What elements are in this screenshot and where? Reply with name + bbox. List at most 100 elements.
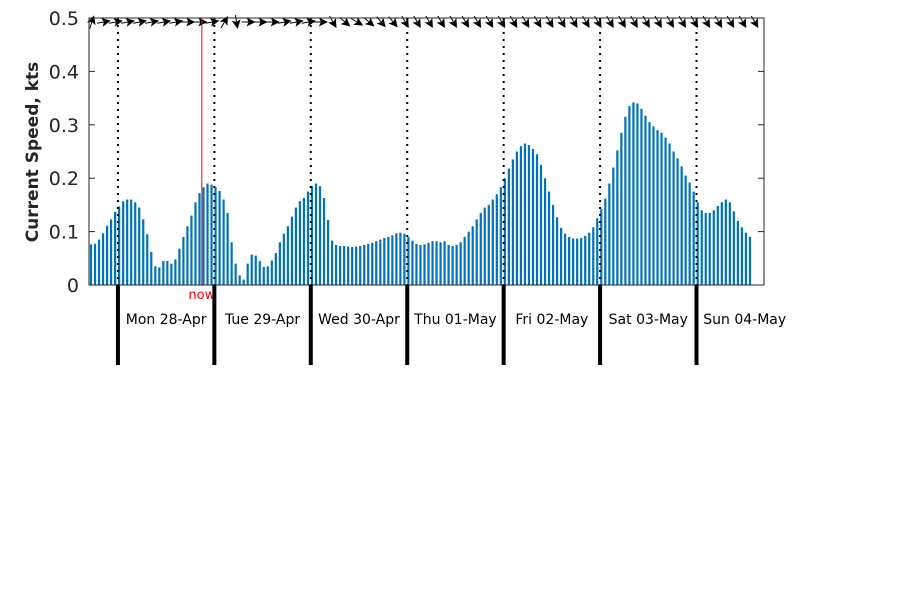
x-axis-days: Mon 28-Apr Tue 29-Apr Wed 30-Apr Thu 01-May… [115,285,786,365]
speed-bar [439,242,442,285]
direction-arrow [265,17,280,27]
speed-bar [748,236,752,285]
direction-arrow [605,15,614,29]
speed-bar [109,219,113,285]
direction-arrow [181,17,196,27]
direction-arrow [653,15,662,29]
speed-bar [736,220,739,285]
speed-bar [334,244,338,285]
speed-bar [559,227,563,285]
direction-arrow [339,17,351,27]
speed-bar [644,115,647,285]
direction-arrow [145,17,160,27]
direction-arrow [219,15,228,29]
speed-bar [375,241,378,285]
speed-bar [322,197,326,285]
speed-bar [198,193,201,285]
speed-bar [672,151,675,285]
speed-bar [503,178,506,285]
speed-bar [700,210,703,285]
speed-bar [158,267,161,285]
speed-bar [467,231,470,285]
speed-bar [732,211,735,285]
speed-bar [584,235,587,285]
day-label: Thu 01-May [413,312,497,328]
speed-bar [636,103,639,285]
speed-bar [343,246,346,285]
speed-bar [266,266,269,285]
speed-bar [680,166,683,285]
direction-arrow [713,15,723,29]
speed-bar [134,202,137,285]
speed-bar [515,151,519,285]
y-tick-label: 0.2 [49,168,79,190]
speed-bar [688,182,691,285]
speed-bar [676,158,679,285]
direction-arrow [484,15,494,29]
speed-bar [234,263,237,285]
speed-bar [555,217,559,285]
speed-bar [431,241,434,285]
speed-bar [572,238,575,285]
day-label: Wed 30-Apr [318,312,400,328]
speed-bar [447,244,450,285]
speed-bar [652,126,655,286]
speed-bar [616,150,619,285]
speed-bar [347,246,350,285]
y-tick-label: 0.1 [49,222,79,244]
speed-bar [463,236,466,285]
speed-bar [298,201,302,285]
day-label: Sun 04-May [703,312,786,328]
direction-arrow [496,15,506,29]
speed-bar [310,186,314,285]
direction-arrow [424,15,433,29]
speed-bar [126,199,129,285]
speed-bar [724,199,727,285]
speed-bar [262,266,265,285]
direction-arrow [277,17,292,27]
speed-bar [459,242,462,285]
direction-arrow [557,15,566,29]
y-axis-label: Current Speed, kts [23,62,43,243]
direction-arrow [350,17,364,26]
direction-arrow [301,17,316,27]
now-marker-layer: now [188,18,216,303]
speed-bar [535,154,539,285]
speed-bar [604,198,607,285]
speed-bar [744,232,748,285]
direction-arrow [412,15,421,29]
speed-bar [403,233,406,285]
speed-bar [138,207,141,285]
direction-arrow [533,15,542,29]
speed-bar [226,212,229,285]
speed-bar [367,243,370,285]
speed-bar [612,167,615,285]
speed-bar [254,255,257,285]
speed-bar [286,226,289,285]
direction-arrow [460,15,470,29]
direction-arrow [205,17,220,27]
speed-bar [395,233,398,285]
speed-bar [190,215,193,285]
speed-bar [692,191,695,285]
direction-arrow [665,15,674,29]
speed-bar [519,146,523,285]
speed-bar [246,263,249,285]
speed-bar [371,242,374,285]
direction-arrow [109,17,123,27]
speed-bar [479,212,482,285]
speed-bar [278,242,281,285]
speed-bar [218,191,221,285]
speed-bar [608,183,611,285]
direction-arrow [737,15,747,29]
speed-bar [415,243,418,285]
speed-bar [443,241,446,285]
speed-bar [543,178,547,285]
speed-bar [435,241,438,285]
speed-bar [564,233,567,285]
speed-bar [379,239,382,285]
day-label: Fri 02-May [515,312,588,328]
speed-bar [620,132,623,285]
speed-bar [150,251,153,285]
speed-bar [592,227,595,285]
